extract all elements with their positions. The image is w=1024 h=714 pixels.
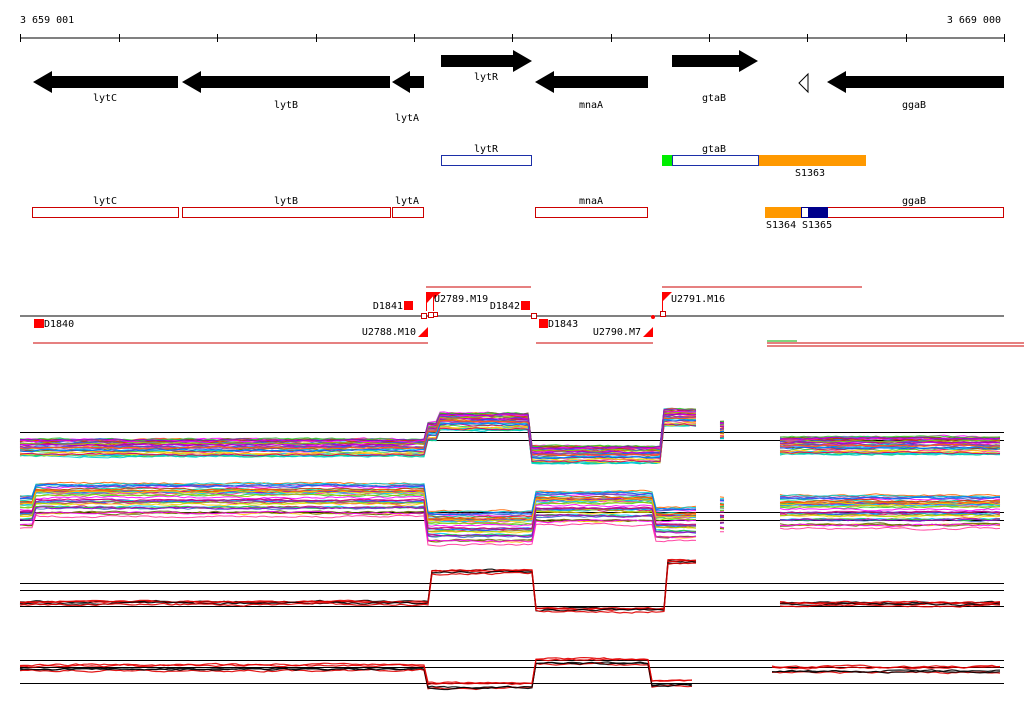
gene-arrow-small-fragment[interactable] (798, 72, 809, 94)
feature-box-S1365[interactable]: S1365 (801, 207, 833, 231)
site-label-D1841: D1841 (373, 301, 403, 312)
expression-panel-minus-summary (19, 656, 1004, 691)
gene-arrow-lytA[interactable]: lytA (392, 71, 424, 124)
feature-label-lytR: lytR (474, 144, 499, 155)
minus-feature-track: lytC lytB lytA mnaA ggaB S1364 S1365 (32, 196, 1004, 231)
site-label-U2789-M19: U2789.M19 (434, 294, 488, 305)
plus-feature-track: lytR gtaB S1363 (441, 144, 866, 179)
feature-label-lytC-minus: lytC (93, 196, 117, 207)
ruler-end-label: 3 669 000 (947, 15, 1001, 26)
feature-box-lytB-minus[interactable]: lytB (182, 196, 391, 218)
site-U2788-M10[interactable]: U2788.M10 (362, 327, 428, 338)
gene-label-mnaA: mnaA (579, 100, 603, 111)
site-D1843[interactable]: D1843 (539, 319, 578, 330)
gene-label-lytC: lytC (93, 93, 117, 104)
coordinate-ruler: 3 659 001 3 669 000 (20, 15, 1005, 42)
gene-label-gtaB: gtaB (702, 93, 726, 104)
feature-box-lytR[interactable]: lytR (441, 144, 532, 166)
ruler-start-label: 3 659 001 (20, 15, 74, 26)
site-U2791-M16[interactable]: U2791.M16 (662, 292, 725, 311)
feature-box-lytA-minus[interactable]: lytA (392, 196, 424, 218)
gene-arrow-lytR[interactable]: lytR (441, 50, 532, 83)
feature-box-S1364[interactable]: S1364 (765, 207, 801, 231)
site-D1841[interactable]: D1841 (373, 301, 413, 312)
feature-label-S1365: S1365 (802, 220, 832, 231)
expression-panel-plus-conditions (19, 407, 1004, 465)
site-U2790-M7[interactable]: U2790.M7 (593, 327, 653, 338)
gene-label-lytA: lytA (395, 113, 419, 124)
gene-arrow-lytC[interactable]: lytC (33, 71, 178, 104)
regulatory-site-track: D1840 D1841 D1842 D1843 U2788.M10 U2789.… (20, 286, 1024, 347)
gene-label-ggaB: ggaB (902, 100, 926, 111)
feature-box-mnaA-minus[interactable]: mnaA (535, 196, 648, 218)
feature-label-lytA-minus: lytA (395, 196, 419, 207)
feature-box-S1363[interactable]: S1363 (759, 155, 866, 179)
gene-label-lytB: lytB (274, 100, 298, 111)
site-label-D1840: D1840 (44, 319, 74, 330)
feature-label-ggaB-minus: ggaB (902, 196, 926, 207)
site-label-U2788-M10: U2788.M10 (362, 327, 416, 338)
feature-box-gtaB[interactable]: gtaB (662, 144, 759, 166)
gene-track: lytC lytB lytA lytR mnaA gtaB ggaB (33, 50, 1004, 124)
feature-label-mnaA-minus: mnaA (579, 196, 603, 207)
feature-label-S1363: S1363 (795, 168, 825, 179)
feature-label-S1364: S1364 (766, 220, 796, 231)
expression-panel-plus-summary (19, 558, 1004, 614)
site-label-U2790-M7: U2790.M7 (593, 327, 641, 338)
feature-box-lytC-minus[interactable]: lytC (32, 196, 179, 218)
site-label-D1842: D1842 (490, 301, 520, 312)
site-D1840[interactable]: D1840 (34, 319, 74, 330)
feature-label-gtaB: gtaB (702, 144, 726, 155)
site-U2789-M19[interactable]: U2789.M19 (426, 292, 488, 311)
expression-panel-minus-conditions (19, 481, 1004, 547)
gene-label-lytR: lytR (474, 72, 499, 83)
gene-arrow-mnaA[interactable]: mnaA (535, 71, 648, 111)
gene-arrow-ggaB[interactable]: ggaB (827, 71, 1004, 111)
site-label-U2791-M16: U2791.M16 (671, 294, 725, 305)
feature-label-lytB-minus: lytB (274, 196, 298, 207)
gene-arrow-gtaB[interactable]: gtaB (672, 50, 758, 104)
site-label-D1843: D1843 (548, 319, 578, 330)
gene-arrow-lytB[interactable]: lytB (182, 71, 390, 111)
site-D1842[interactable]: D1842 (490, 301, 530, 312)
